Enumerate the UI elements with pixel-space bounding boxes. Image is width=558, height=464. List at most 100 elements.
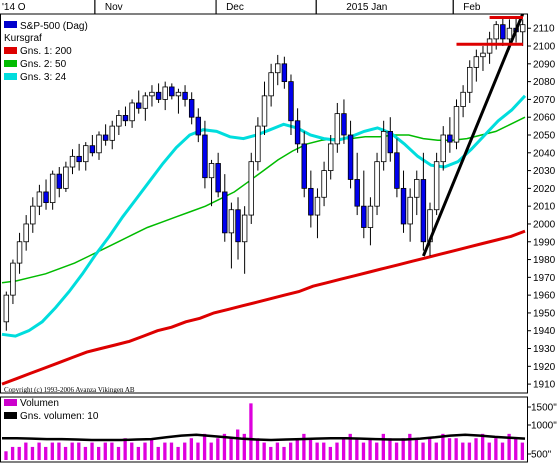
volume-bar (189, 438, 194, 460)
x-tick-label: '14 O (2, 2, 26, 13)
candle-body (215, 163, 221, 193)
volume-bar (487, 442, 491, 460)
candle-body (334, 113, 341, 145)
volume-bar (494, 438, 498, 460)
volume-bar (414, 438, 419, 460)
y-tick-label: 1980 (533, 255, 556, 266)
volume-bar (355, 438, 359, 460)
volume-bar (381, 433, 385, 460)
legend-kursgraf: Kursgraf (4, 33, 42, 44)
volume-bar (222, 433, 227, 460)
candle-body (308, 187, 314, 216)
volume-average-line (2, 433, 526, 442)
volume-bar (302, 433, 306, 460)
candle-body (142, 95, 149, 109)
candle-body (433, 161, 440, 211)
candle-body (241, 214, 248, 243)
candle-body (162, 86, 168, 100)
candle-body (420, 179, 427, 243)
candle-body (49, 173, 56, 204)
volume-bar (83, 446, 88, 460)
volume-bar (97, 446, 101, 460)
candle-body (135, 102, 142, 109)
candle-body (519, 24, 526, 33)
volume-legend: Volumen Gns. volumen: 10 (4, 398, 99, 422)
x-tick-label: Nov (105, 2, 123, 13)
y-tick-label: 2040 (533, 148, 556, 159)
volume-bar (30, 446, 35, 460)
candle-body (301, 143, 307, 189)
candle-body (453, 106, 460, 143)
volume-bar (295, 438, 299, 460)
volume-panel: 1500" 1000" 500" (2, 403, 557, 461)
legend-volume-avg: Gns. volumen: 10 (20, 411, 99, 422)
candle-body (374, 161, 380, 207)
volume-bar (123, 438, 127, 460)
candle-body (175, 91, 182, 97)
volume-bar (322, 442, 326, 460)
candle-body (327, 143, 334, 171)
candle-body (102, 134, 109, 141)
candle-body (69, 155, 76, 168)
candle-body (275, 63, 281, 74)
volume-bar (196, 442, 200, 460)
candle-body (460, 91, 466, 107)
candle-body (89, 145, 96, 154)
volume-bar (308, 438, 313, 460)
volume-bar (474, 438, 478, 460)
volume-bar (467, 442, 472, 460)
legend-sp500: S&P-500 (Dag) (20, 21, 88, 32)
volume-bar (110, 442, 114, 460)
candle-body (394, 152, 400, 189)
ma200-line (1, 229, 526, 386)
volume-tick-label: 1000" (531, 421, 557, 432)
volume-bar (348, 433, 352, 460)
candle-body (228, 209, 235, 234)
y-tick-label: 2050 (533, 130, 556, 141)
candle-body (122, 115, 129, 122)
volume-bar (514, 438, 518, 460)
volume-bar (4, 451, 8, 460)
legend-swatch-volume-avg (4, 412, 17, 419)
candle-body (129, 102, 135, 122)
volume-tick-label: 500" (531, 450, 552, 461)
candle-body (116, 115, 122, 127)
candle-body (294, 120, 301, 145)
volume-bar (37, 442, 41, 460)
candle-body (155, 91, 162, 100)
volume-bar (149, 438, 154, 460)
volume-bar (116, 446, 121, 460)
price-legend: S&P-500 (Dag) Kursgraf Gns. 1: 200 Gns. … (4, 21, 88, 83)
candle-body (367, 205, 374, 228)
volume-bar (77, 442, 81, 460)
volume-bar (242, 433, 246, 460)
candle-body (56, 173, 62, 189)
volume-bar (269, 446, 273, 460)
candle-body (255, 125, 261, 163)
volume-bar (507, 433, 511, 460)
volume-bar (447, 438, 452, 460)
y-tick-label: 1970 (533, 273, 556, 284)
volume-bar (156, 446, 160, 460)
y-tick-label: 2060 (533, 113, 556, 124)
volume-bar (262, 442, 266, 460)
candle-body (235, 209, 241, 243)
volume-bar (143, 442, 147, 460)
volume-bar (434, 442, 438, 460)
candle-body (202, 134, 208, 179)
candle-body (414, 179, 420, 198)
volume-bar (394, 442, 399, 460)
candle-body (83, 145, 89, 163)
candle-body (23, 223, 29, 243)
candle-body (447, 134, 453, 143)
y-tick-label: 2030 (533, 166, 556, 177)
candle-body (16, 241, 23, 264)
annotations (421, 13, 525, 257)
y-tick-label: 1990 (533, 237, 556, 248)
candle-body (387, 131, 394, 154)
volume-bar (361, 442, 366, 460)
volume-bar (480, 433, 485, 460)
volume-bar (136, 446, 141, 460)
candle-body (321, 170, 327, 198)
trend-line (421, 13, 525, 257)
